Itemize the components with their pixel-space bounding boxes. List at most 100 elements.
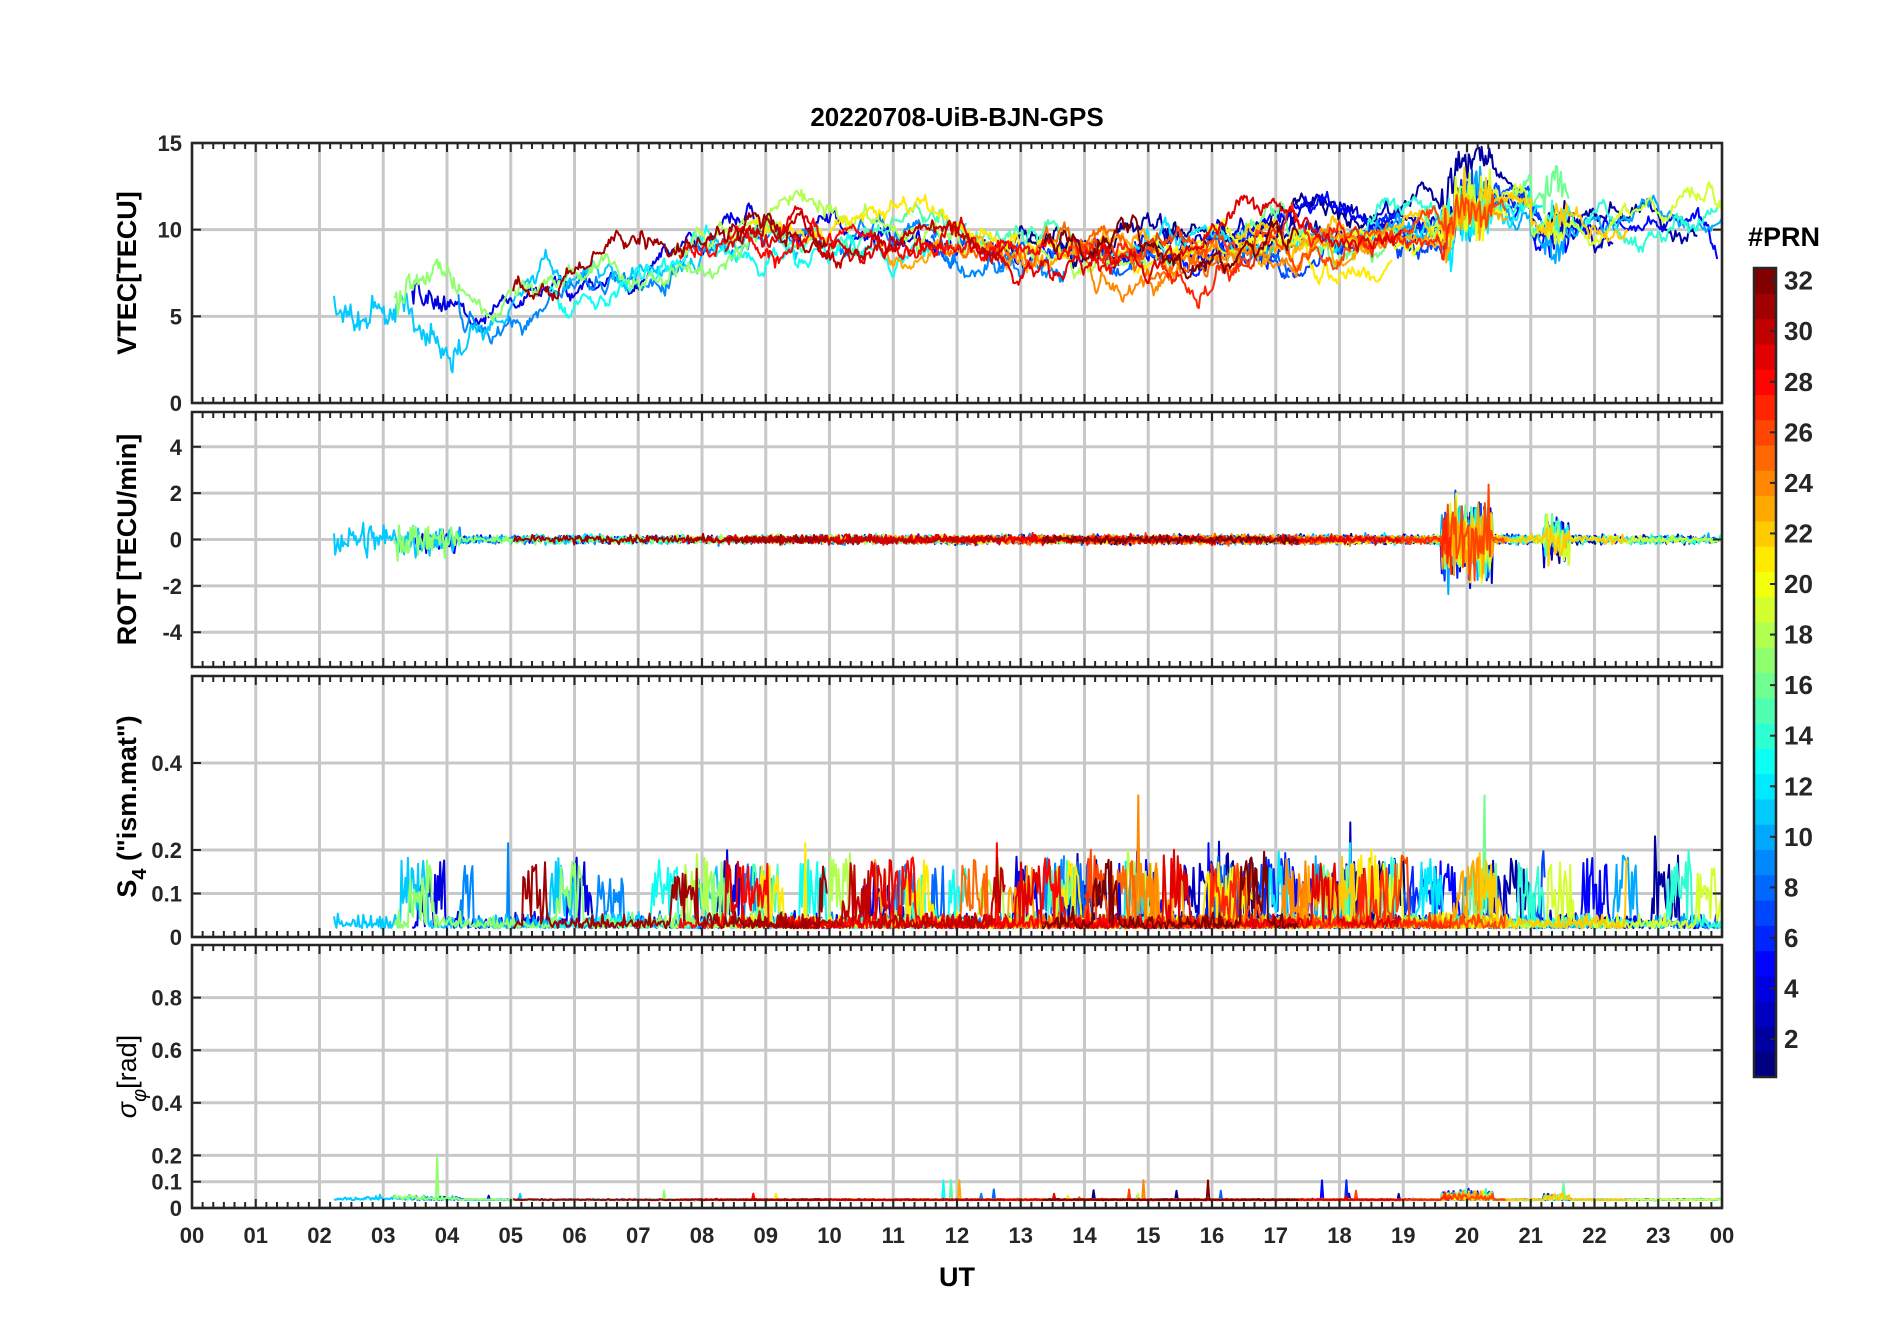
- y-tick-label-vtec-3: 15: [158, 131, 182, 156]
- colorbar-step-3: [1754, 1001, 1776, 1028]
- x-axis-title: UT: [939, 1262, 975, 1292]
- y-axis-title-sigma_phi: σφ[rad]: [112, 1035, 151, 1118]
- colorbar-step-2: [1754, 1026, 1776, 1053]
- colorbar-step-6: [1754, 925, 1776, 952]
- x-tick-label-14: 14: [1072, 1223, 1097, 1248]
- x-tick-label-13: 13: [1009, 1223, 1033, 1248]
- x-tick-label-10: 10: [817, 1223, 841, 1248]
- x-tick-label-20: 20: [1455, 1223, 1479, 1248]
- x-tick-label-1: 01: [244, 1223, 268, 1248]
- colorbar-step-28: [1754, 369, 1776, 396]
- colorbar-frame: [1752, 266, 1778, 1079]
- x-tick-label-18: 18: [1327, 1223, 1351, 1248]
- series-prn-13-sigma_phi: [547, 1179, 967, 1202]
- colorbar-step-13: [1754, 748, 1776, 775]
- y-tick-label-sigma_phi-4: 0.6: [151, 1038, 182, 1063]
- y-tick-label-rot-0: -4: [162, 620, 182, 645]
- x-axis: 00 01 02 03 04 05 06 07 08 09 10 11 12 13 14 15 16 17 18 19…: [180, 1223, 1734, 1248]
- y-tick-label-sigma_phi-3: 0.4: [151, 1091, 182, 1116]
- y-tick-label-s4-0: 0: [170, 925, 182, 950]
- series-prn-32-rot: [1041, 534, 1300, 546]
- colorbar-step-11: [1754, 798, 1776, 825]
- x-tick-label-11: 11: [882, 1223, 905, 1248]
- series-group-sigma_phi: [333, 1155, 1722, 1202]
- series-group-rot: [333, 483, 1722, 596]
- colorbar-tick-label-13: 28: [1784, 367, 1813, 397]
- series-prn-2-rot: [997, 511, 1698, 582]
- y-tick-label-sigma_phi-1: 0.1: [151, 1170, 182, 1195]
- y-tick-label-rot-1: -2: [162, 574, 182, 599]
- y-tick-label-rot-2: 0: [170, 528, 182, 553]
- colorbar-step-12: [1754, 773, 1776, 800]
- series-prn-19-vtec: [1431, 168, 1722, 250]
- series-prn-30-vtec: [739, 210, 1006, 269]
- series-prn-23-sigma_phi: [875, 1179, 1509, 1202]
- series-prn-17-vtec: [393, 221, 792, 323]
- panel-vtec: 0 5 10 15 VTEC[TECU]: [112, 131, 1724, 416]
- colorbar-tick-label-9: 20: [1784, 569, 1813, 599]
- y-tick-label-s4-3: 0.4: [151, 751, 182, 776]
- panel-sigma_phi: 00.10.2 0.4 0.6 0.8σφ[rad]: [112, 943, 1724, 1221]
- series-prn-17-rot: [392, 524, 792, 562]
- x-tick-label-23: 23: [1646, 1223, 1670, 1248]
- colorbar-step-27: [1754, 394, 1776, 421]
- series-prn-32-sigma_phi: [1042, 1179, 1299, 1202]
- colorbar-step-30: [1754, 318, 1776, 345]
- series-prn-32-s4: [1041, 850, 1299, 930]
- series-prn-25-vtec: [942, 221, 1241, 281]
- colorbar-step-26: [1754, 419, 1776, 446]
- series-prn-26-vtec: [1072, 193, 1507, 272]
- x-tick-label-7: 07: [626, 1223, 650, 1248]
- x-tick-label-6: 06: [562, 1223, 586, 1248]
- series-prn-22-vtec: [1235, 166, 1629, 262]
- series-prn-13-vtec: [547, 222, 968, 319]
- colorbar-tick-label-0: 2: [1784, 1024, 1798, 1054]
- y-tick-label-s4-2: 0.2: [151, 838, 182, 863]
- panel-s4: 0 0.1 0.2 0.4S4 ("ism.mat"): [112, 674, 1724, 950]
- series-prn-23-vtec: [874, 192, 1508, 279]
- colorbar-tick-label-14: 30: [1784, 316, 1813, 346]
- x-tick-label-15: 15: [1136, 1223, 1160, 1248]
- colorbar-tick-label-12: 26: [1784, 417, 1813, 447]
- x-tick-label-12: 12: [945, 1223, 969, 1248]
- y-tick-label-rot-4: 4: [170, 435, 183, 460]
- colorbar-step-32: [1754, 268, 1776, 294]
- series-prn-29-vtec: [724, 194, 1402, 286]
- y-axis-title-s4: S4 ("ism.mat"): [112, 715, 151, 897]
- colorbar-step-7: [1754, 900, 1776, 926]
- colorbar-step-23: [1754, 495, 1776, 522]
- colorbar-tick-label-15: 32: [1784, 266, 1813, 296]
- colorbar-step-31: [1754, 293, 1776, 320]
- colorbar-step-29: [1754, 343, 1776, 370]
- colorbar-label: #PRN: [1748, 222, 1820, 252]
- x-tick-label-5: 05: [499, 1223, 523, 1248]
- x-tick-label-3: 03: [371, 1223, 395, 1248]
- colorbar-tick-label-6: 14: [1784, 721, 1813, 751]
- series-prn-32-vtec: [1041, 214, 1300, 280]
- colorbar-tick-label-4: 10: [1784, 822, 1813, 852]
- colorbar-step-22: [1754, 520, 1776, 547]
- series-prn-14-vtec: [1362, 178, 1722, 253]
- x-tick-label-16: 16: [1200, 1223, 1224, 1248]
- colorbar-step-5: [1754, 950, 1776, 977]
- series-prn-30-s4: [739, 856, 1006, 930]
- colorbar-tick-label-7: 16: [1784, 670, 1813, 700]
- colorbar-step-19: [1754, 596, 1776, 623]
- colorbar-step-21: [1754, 546, 1776, 572]
- series-prn-31-vtec: [512, 212, 828, 302]
- y-axis-title-rot: ROT [TECU/min]: [112, 434, 142, 645]
- colorbar-step-1: [1754, 1051, 1776, 1078]
- colorbar-step-20: [1754, 571, 1776, 598]
- series-prn-17-sigma_phi: [392, 1155, 791, 1202]
- colorbar-tick-label-8: 18: [1784, 620, 1813, 650]
- colorbar-tick-label-3: 8: [1784, 872, 1798, 902]
- x-tick-label-8: 08: [690, 1223, 714, 1248]
- series-prn-31-s4: [512, 861, 828, 930]
- x-tick-label-17: 17: [1264, 1223, 1288, 1248]
- x-tick-label-24: 00: [1710, 1223, 1734, 1248]
- colorbar-step-10: [1754, 824, 1776, 851]
- colorbar-step-17: [1754, 647, 1776, 674]
